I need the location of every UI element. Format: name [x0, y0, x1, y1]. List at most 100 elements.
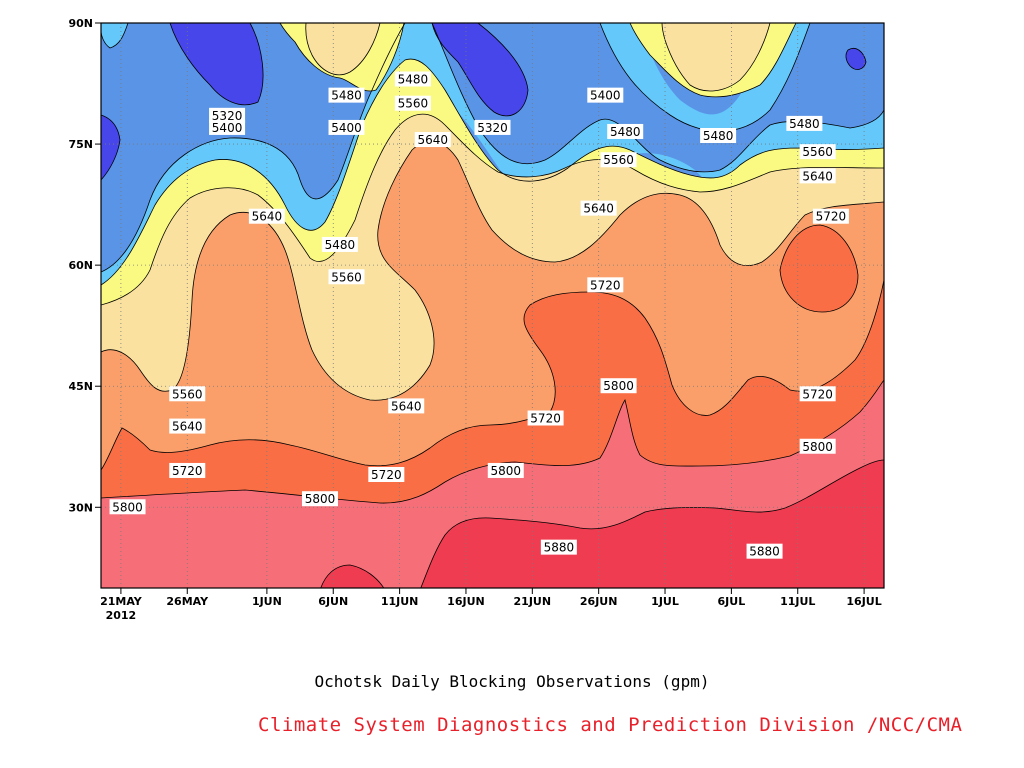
contour-line: [420, 459, 884, 588]
credit-text: Climate System Diagnostics and Predictio…: [258, 714, 963, 736]
contour-label: 5880: [746, 543, 783, 559]
contour-label-box: [301, 491, 338, 507]
contour-label-box: [394, 95, 431, 111]
contour-label-text: 5480: [398, 73, 429, 87]
contour-label: 5400: [328, 119, 365, 135]
contour-label-box: [414, 132, 451, 148]
contour-label-box: [799, 438, 836, 454]
contour-label: 5800: [109, 499, 146, 515]
contour-label: 5320: [474, 119, 511, 135]
contour-line: [101, 58, 884, 286]
contour-label: 5560: [169, 386, 206, 402]
contour-label-text: 5320: [477, 121, 508, 135]
contour-label-text: 5480: [331, 89, 362, 103]
x-tick-label: 21JUN: [514, 595, 552, 608]
x-tick-label: 26JUN: [580, 595, 618, 608]
contour-line-layer: [101, 23, 884, 588]
contour-label: 5720: [799, 386, 836, 402]
contour-label-box: [799, 386, 836, 402]
contour-label: 5800: [301, 491, 338, 507]
contour-label-text: 5720: [816, 210, 847, 224]
contour-label-box: [540, 539, 577, 555]
contour-label-text: 5560: [172, 387, 203, 401]
contour-label-text: 5640: [172, 420, 203, 434]
contour-label-box: [700, 128, 737, 143]
contour-label-box: [209, 119, 246, 135]
contour-label-text: 5720: [802, 387, 833, 401]
contour-label-box: [388, 398, 425, 414]
contour-label-text: 5800: [490, 464, 521, 478]
contour-label-text: 5800: [305, 492, 336, 506]
contour-label: 5400: [209, 119, 246, 135]
contour-chart: 5320540054805400548055605640532054005480…: [68, 17, 885, 622]
y-tick-label: 60N: [68, 259, 93, 272]
fill-band-below-5320: [170, 23, 264, 105]
contour-label-box: [209, 107, 246, 123]
contour-label: 5800: [600, 378, 637, 394]
contour-label-text: 5720: [172, 464, 203, 478]
contour-label-text: 5400: [331, 121, 362, 135]
contour-line: [320, 564, 385, 588]
contour-label-text: 5560: [802, 145, 833, 159]
contour-label-box: [746, 543, 783, 559]
contour-label: 5720: [527, 410, 564, 426]
contour-label-box: [587, 277, 624, 293]
fill-band-below-5320: [101, 115, 120, 180]
contour-line: [629, 23, 797, 98]
contour-label-text: 5560: [398, 97, 429, 111]
fill-band-below-5320: [432, 23, 528, 116]
contour-line: [305, 23, 381, 76]
contour-label-text: 5640: [252, 210, 283, 224]
contour-label: 5480: [786, 115, 823, 131]
fill-band-5560-5640: [662, 23, 770, 92]
x-tick-label: 11JUL: [780, 595, 815, 608]
contour-label: 5560: [394, 95, 431, 111]
contour-label-box: [169, 462, 206, 478]
contour-label: 5640: [799, 168, 836, 184]
x-tick-label: 11JUN: [381, 595, 419, 608]
contour-label: 5480: [321, 236, 358, 252]
contour-label: 5480: [607, 123, 644, 139]
x-tick-label: 26MAY: [166, 595, 209, 608]
contour-label: 5720: [587, 277, 624, 293]
x-tick-label: 16JUL: [846, 595, 881, 608]
contour-label: 5640: [248, 208, 285, 224]
contour-label-box: [587, 87, 624, 103]
contour-label-text: 5640: [583, 202, 614, 216]
contour-line: [779, 224, 859, 313]
y-tick-label: 75N: [68, 138, 93, 151]
contour-label-text: 5880: [544, 541, 575, 555]
contour-label-text: 5720: [530, 412, 561, 426]
contour-label-text: 5640: [391, 399, 422, 413]
contour-label-box: [394, 71, 431, 87]
contour-label: 5560: [600, 152, 637, 168]
fill-band-5400-5480: [600, 23, 810, 132]
contour-line: [101, 114, 121, 181]
fill-band-5720-5800: [780, 225, 858, 312]
contour-label-text: 5640: [418, 133, 449, 147]
contour-label-text: 5560: [331, 270, 362, 284]
contour-label: 5800: [487, 462, 524, 478]
fill-band-5560-5640: [305, 23, 380, 75]
plot-frame: [100, 22, 885, 589]
contour-line: [101, 279, 884, 471]
contour-line: [279, 23, 405, 92]
contour-label-box: [799, 144, 836, 160]
contour-label-text: 5800: [802, 440, 833, 454]
contour-label-box: [169, 418, 206, 434]
contour-label-box: [600, 152, 637, 168]
contour-label-box: [580, 200, 617, 216]
contour-label: 5720: [169, 462, 206, 478]
contour-label-text: 5800: [112, 500, 143, 514]
contour-label-text: 5800: [603, 379, 634, 393]
contour-label-text: 5400: [212, 121, 243, 135]
contour-label-box: [109, 499, 146, 515]
contour-line: [661, 23, 771, 92]
contour-label-box: [328, 87, 365, 103]
contour-line: [101, 113, 884, 306]
contour-line: [169, 23, 264, 106]
contour-label-box: [607, 123, 644, 139]
contour-label: 5640: [169, 418, 206, 434]
fill-band-above-5880: [861, 578, 884, 588]
